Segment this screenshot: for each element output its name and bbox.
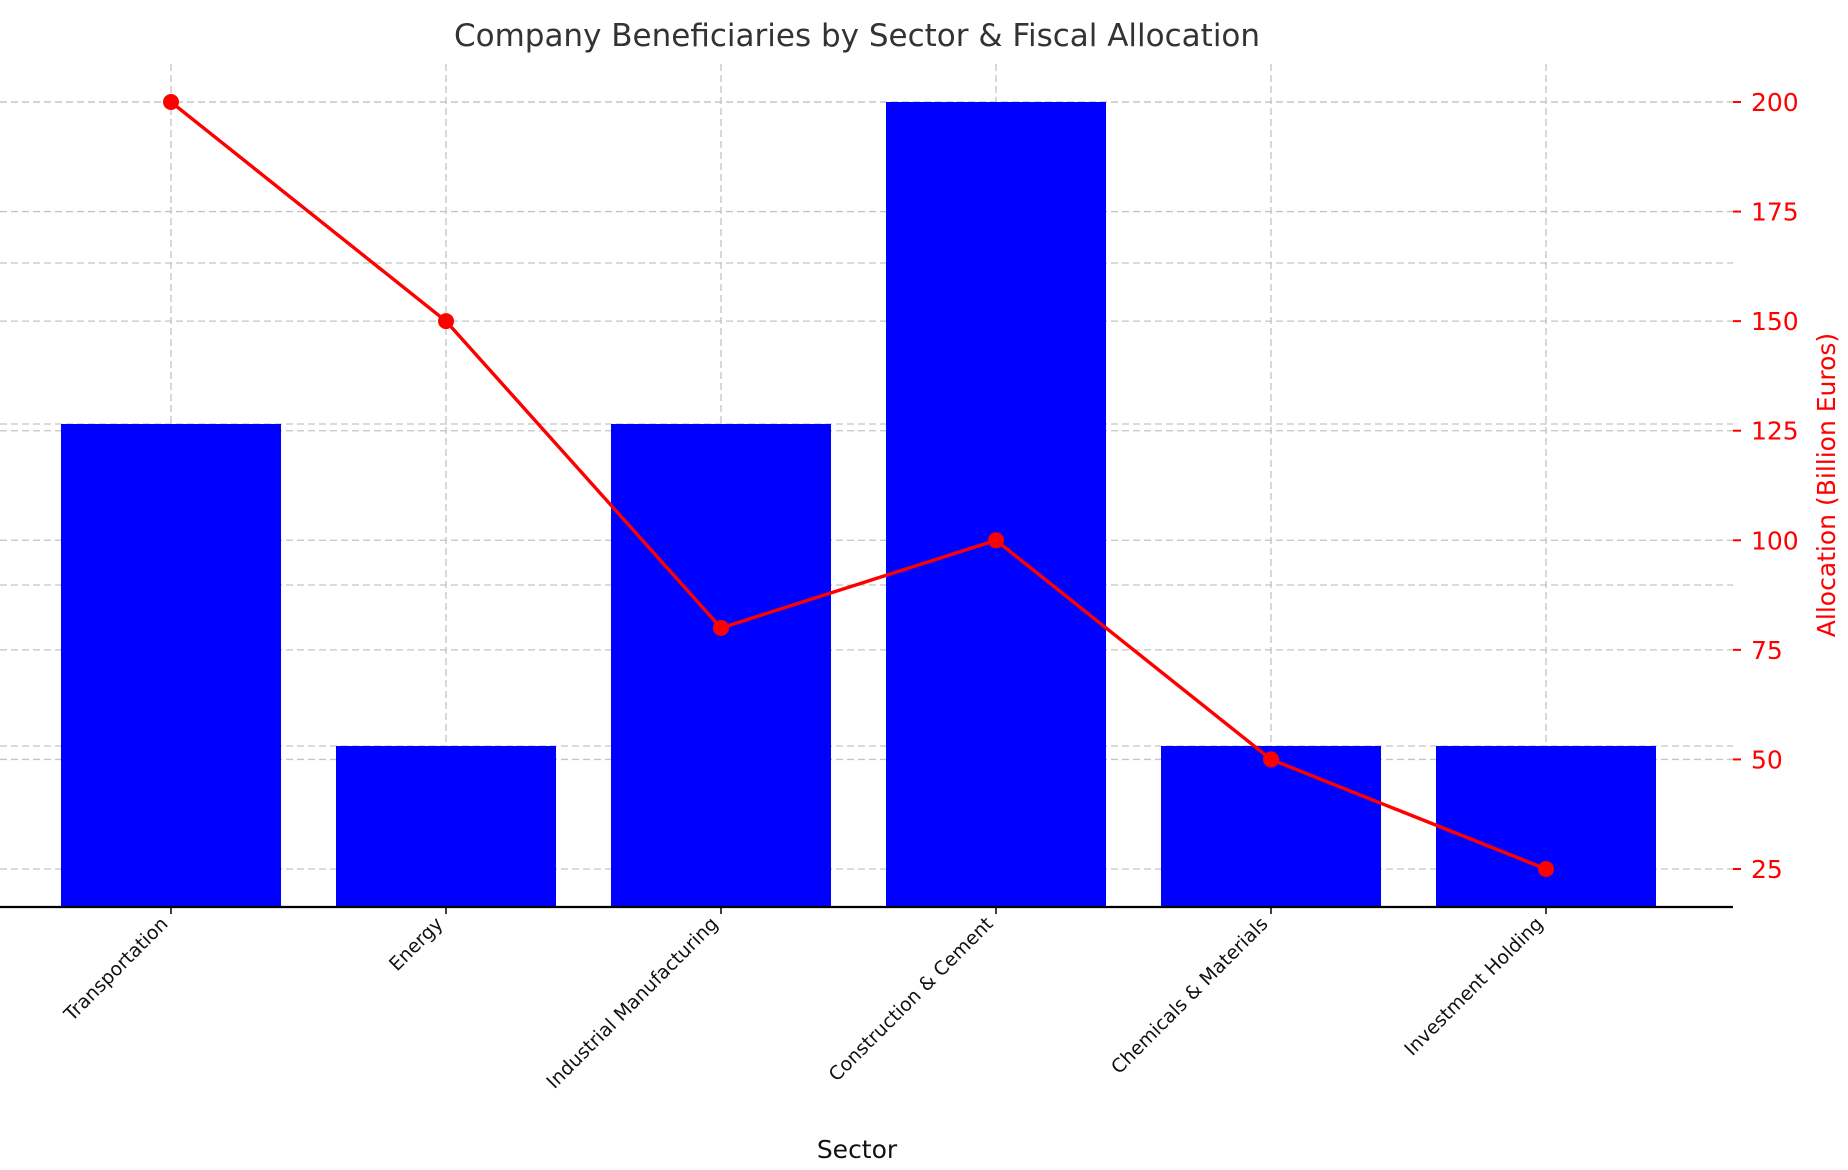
right-tick-label: 25 [1751,855,1783,884]
right-tick-label: 150 [1751,307,1799,336]
x-tick-label: Construction & Cement [825,913,998,1086]
bar-construction-cement [886,102,1106,907]
allocation-point-energy [438,313,454,330]
x-axis-label: Sector [817,1135,898,1164]
x-tick-label: Investment Holding [1400,913,1547,1060]
y-axis-label-right: Allocation (Billion Euros) [1812,333,1841,637]
bar-chemicals-materials [1161,746,1381,907]
allocation-point-industrial-manufacturing [713,619,729,636]
allocation-point-construction-cement [988,532,1004,549]
allocation-point-investment-holding [1538,861,1554,877]
allocation-point-transportation [163,94,179,110]
line-series [163,94,1554,877]
x-axis-category-labels: Transportation Energy Industrial Manufactu… [59,907,1548,1093]
right-tick-label: 175 [1751,198,1799,227]
chart-title: Company Beneficiaries by Sector & Fiscal… [454,18,1260,54]
bar-investment-holding [1436,746,1656,907]
right-tick-label: 125 [1751,417,1799,446]
right-tick-label: 100 [1751,526,1799,555]
bar-transportation [61,424,281,907]
right-tick-label: 75 [1751,636,1783,665]
allocation-point-chemicals-materials [1263,751,1279,768]
right-tick-label: 50 [1751,745,1783,774]
bar-series [61,102,1656,907]
x-tick-label: Transportation [59,913,172,1026]
allocation-line [169,100,1547,871]
x-tick-label: Chemicals & Materials [1107,913,1272,1078]
bar-industrial-manufacturing [611,424,831,907]
right-tick-label: 200 [1751,88,1799,117]
bar-energy [336,746,556,907]
x-tick-label: Energy [385,913,448,976]
right-axis-ticks: 25 50 75 100 125 150 175 200 [1733,88,1799,884]
x-tick-label: Industrial Manufacturing [542,913,722,1093]
